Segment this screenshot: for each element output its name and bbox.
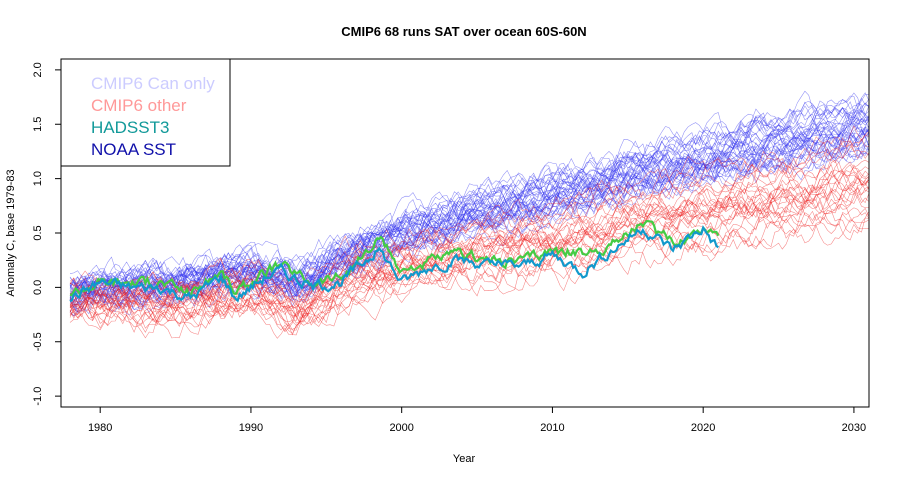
ensemble-run-line bbox=[69, 102, 870, 293]
y-tick-label: 2.0 bbox=[32, 62, 44, 77]
ensemble-run-line bbox=[69, 128, 870, 306]
ensemble-run-line bbox=[69, 90, 870, 292]
series-line-hadsst3 bbox=[69, 219, 720, 299]
ensemble-run-line bbox=[69, 138, 870, 303]
ensemble-run-line bbox=[69, 184, 870, 327]
ensemble-run-line bbox=[69, 207, 870, 332]
legend-box bbox=[60, 58, 231, 167]
ensemble-run-line bbox=[69, 140, 870, 308]
legend-entry: NOAA SST bbox=[91, 140, 176, 159]
legend-entry: CMIP6 other bbox=[91, 96, 187, 115]
observation-series bbox=[69, 219, 720, 303]
ensemble-run-line bbox=[69, 187, 870, 320]
y-tick-label: -1.0 bbox=[32, 387, 44, 406]
y-tick-label: 0.0 bbox=[32, 280, 44, 295]
ensemble-run-line bbox=[69, 135, 870, 314]
ensemble-run-line bbox=[69, 111, 870, 294]
legend-entry: CMIP6 Can only bbox=[91, 74, 215, 93]
x-axis-label: Year bbox=[453, 453, 476, 465]
ensemble-run-line bbox=[69, 198, 870, 336]
ensemble-run-line bbox=[69, 207, 870, 333]
x-tick-label: 2030 bbox=[842, 422, 866, 434]
ensemble-runs bbox=[69, 90, 870, 339]
ensemble-run-line bbox=[69, 169, 870, 319]
x-tick-label: 1990 bbox=[239, 422, 263, 434]
ensemble-run-line bbox=[69, 97, 870, 297]
x-tick-label: 2010 bbox=[540, 422, 564, 434]
y-tick-label: 1.0 bbox=[32, 171, 44, 186]
y-tick-label: 0.5 bbox=[32, 225, 44, 240]
x-tick-label: 1980 bbox=[88, 422, 112, 434]
x-tick-label: 2000 bbox=[389, 422, 413, 434]
ensemble-run-line bbox=[69, 211, 870, 339]
y-tick-label: 1.5 bbox=[32, 117, 44, 132]
y-axis-label: Anomaly C, base 1979-83 bbox=[5, 169, 17, 296]
x-axis: 1980 1990 2000 2010 2020 2030 bbox=[88, 407, 866, 434]
y-axis: -1.0 -0.5 0.0 0.5 1.0 1.5 2.0 bbox=[32, 62, 61, 406]
ensemble-run-line bbox=[69, 210, 870, 334]
legend: CMIP6 Can only CMIP6 other HADSST3 NOAA SST bbox=[60, 58, 231, 167]
legend-entry: HADSST3 bbox=[91, 118, 169, 137]
ensemble-run-line bbox=[69, 169, 870, 319]
y-tick-label: -0.5 bbox=[32, 332, 44, 351]
chart-title: CMIP6 68 runs SAT over ocean 60S-60N bbox=[341, 24, 586, 39]
series-line-noaa-sst bbox=[69, 225, 720, 303]
ensemble-run-line bbox=[69, 161, 870, 309]
x-tick-label: 2020 bbox=[691, 422, 715, 434]
